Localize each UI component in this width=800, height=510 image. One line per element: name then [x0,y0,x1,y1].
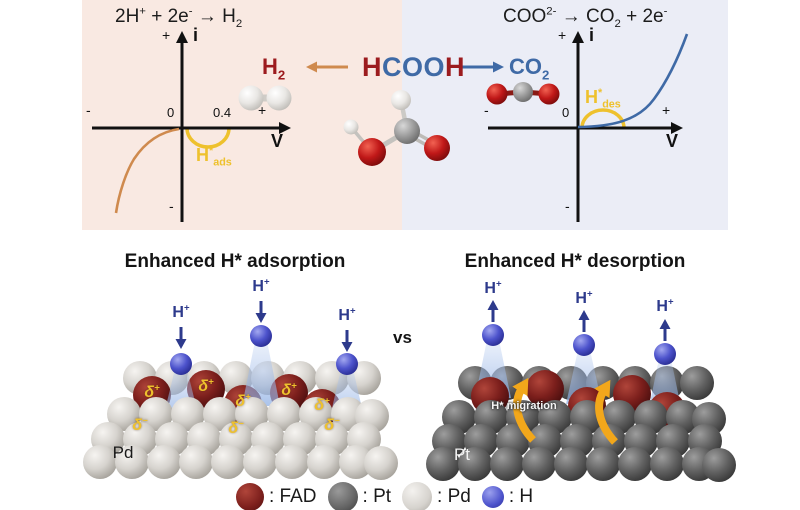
her-v-minus: - [86,102,91,118]
delta-minus-label: δ− [228,418,244,437]
her-cathodic-curve [114,127,180,214]
pd-spheres-rows [83,397,398,480]
adsorption-title: Enhanced H* adsorption [124,251,346,272]
her-panel-background [82,0,402,230]
h-plus-label: H+ [656,296,674,315]
pd-label: Pd [112,443,134,462]
legend-item-h: : H [481,486,534,508]
legend-label: : Pd [437,486,471,507]
desorption-title: Enhanced H* desorption [464,251,686,272]
proton-arrows-up [487,300,671,341]
pt-spheres-rows [426,400,736,482]
h-sphere-icon [481,486,504,508]
fad-sphere-icon [236,483,264,510]
delta-plus-label: δ+ [281,380,297,399]
hcooh-molecule [343,90,450,166]
legend-label: : H [508,486,534,507]
her-v-axis-label: V [271,131,284,151]
delta-plus-label: δ+ [198,376,214,395]
h-spheres-left [170,325,358,375]
delta-plus-label: δ+ [314,395,330,414]
hcooh-label: HCOOH [362,52,466,82]
her-i-axis-label: i [193,25,199,45]
co2-anodic-curve [577,33,689,129]
her-equation: 2H+ + 2e- → H2 [115,5,243,30]
h-migration-label: H* migration [491,400,557,412]
h-ads-arc [185,127,231,149]
proton-arrows-down [175,301,353,352]
h-plus-label: H+ [575,288,593,307]
pt-sphere-icon [327,482,358,510]
pd-slab [83,325,398,480]
pt-slab [426,324,736,482]
co2-v-plus: + [662,102,671,118]
co2-product-label: CO2 [509,54,550,83]
delta-minus-label: δ− [132,415,148,434]
h-plus-label: H+ [484,278,502,297]
her-tick-04: 0.4 [213,105,232,120]
legend-label: : Pt [362,486,392,507]
pd-sphere-icon [402,482,433,510]
h-migration-arrows [512,377,619,445]
legend-item-pt: : Pt [327,482,392,510]
h2-molecule [238,85,292,111]
h-plus-label: H+ [252,276,270,295]
her-i-plus: + [162,27,171,43]
legend-label: : FAD [269,486,317,507]
delta-plus-label: δ+ [235,391,251,410]
pt-label: Pt [453,445,471,464]
her-i-minus: - [169,198,174,214]
her-v-plus: + [258,102,267,118]
co2-i-axis-label: i [589,25,595,45]
co2-v-minus: - [484,102,489,118]
her-plot [92,31,291,222]
h-ads-label: H*ads [196,145,232,169]
h2-product-label: H2 [262,54,286,83]
h-spheres-right [482,324,676,365]
h-plus-label: H+ [172,302,190,321]
legend: : FAD : Pt : Pd : H [236,482,533,510]
co2-equation: COO2- → CO2 + 2e- [503,5,668,30]
co2-i-minus: - [565,198,570,214]
delta-minus-label: δ− [324,415,340,434]
co2-panel-background [402,0,728,230]
co2-i-plus: + [558,27,567,43]
her-origin-label: 0 [167,105,175,120]
co2-origin-label: 0 [562,105,570,120]
h-plus-label: H+ [338,305,356,324]
legend-item-pd: : Pd [402,482,471,510]
versus-label: vs [393,328,412,347]
legend-item-fad: : FAD [236,483,317,510]
co2-v-axis-label: V [666,131,679,151]
co2-molecule [486,82,560,105]
co2-plot [488,31,689,222]
delta-plus-label: δ+ [144,382,160,401]
h-des-label: H*des [585,87,621,111]
